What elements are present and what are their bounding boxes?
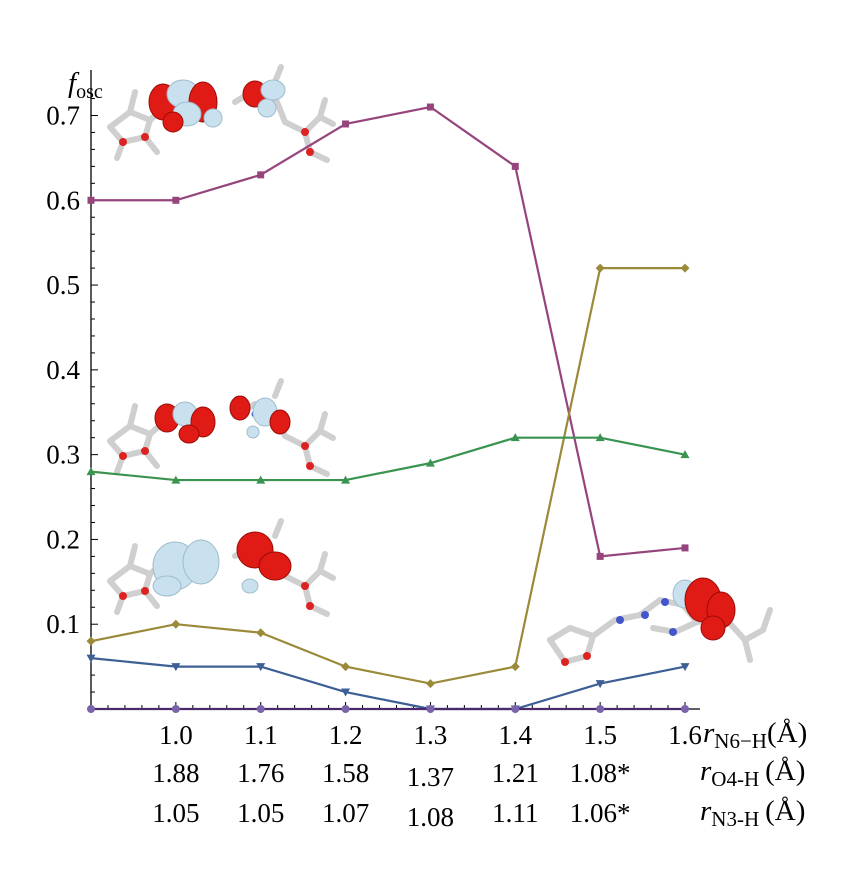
state-blue-point: [256, 663, 266, 672]
x-tick-label-n6h: 1.6: [668, 720, 702, 750]
x-tick-label-n6h: 1.5: [583, 720, 617, 750]
state-green-point: [256, 475, 266, 484]
x-tick-label-n6h: 1.0: [159, 720, 193, 750]
x-tick-label-n6h: 1.3: [414, 720, 448, 750]
state-baseline-point: [681, 705, 689, 713]
x-row-title: rN6−H(Å): [703, 717, 807, 753]
state-blue: [86, 654, 690, 714]
state-blue-point: [86, 654, 96, 663]
orbital-insets: [107, 64, 773, 666]
orbital-inset-lower: [107, 518, 336, 617]
x-tick-label-n3h: 1.05: [237, 798, 284, 828]
orbital-inset-right: [547, 577, 773, 666]
state-green-point: [595, 433, 605, 442]
y-tick-label: 0.2: [46, 524, 80, 554]
state-green: [86, 433, 690, 484]
x-tick-label-o4h: 1.08*: [570, 758, 631, 788]
orbital-inset-top: [107, 64, 336, 163]
state-purple: [87, 103, 689, 560]
state-blue-point: [595, 680, 605, 689]
axes: [90, 70, 700, 710]
state-purple-line: [91, 105, 686, 558]
state-green-point: [171, 475, 181, 484]
state-purple-point: [172, 196, 180, 204]
state-baseline: [87, 705, 689, 713]
series-layer: [86, 103, 690, 714]
x-tick-label-o4h: 1.21: [492, 758, 539, 788]
state-purple-point: [681, 544, 689, 552]
state-blue-line: [90, 657, 686, 711]
orbital-inset-middle: [107, 378, 336, 477]
y-tick-label: 0.3: [46, 440, 80, 470]
state-baseline-point: [511, 705, 520, 713]
x-tick-label-o4h: 1.37: [407, 762, 454, 792]
state-purple-point: [87, 196, 95, 204]
state-baseline-point: [596, 705, 605, 713]
state-purple-point: [257, 171, 265, 179]
state-purple-point: [426, 103, 434, 111]
state-olive-line: [90, 267, 685, 685]
state-blue-point: [171, 663, 181, 672]
x-tick-label-n3h: 1.08: [407, 802, 454, 832]
state-green-point: [680, 450, 690, 459]
state-olive-point: [595, 263, 605, 273]
state-blue-point: [341, 688, 351, 697]
state-green-point: [425, 458, 435, 467]
x-tick-label-n3h: 1.05: [152, 798, 199, 828]
state-olive-point: [341, 662, 351, 672]
y-axis-title: fosc: [68, 67, 103, 103]
x-tick-label-n6h: 1.4: [498, 720, 532, 750]
state-olive-point: [510, 662, 520, 672]
y-tick-label: 0.5: [46, 270, 80, 300]
state-olive-point: [680, 263, 690, 273]
state-purple-point: [511, 162, 519, 170]
y-tick-label: 0.4: [46, 355, 80, 385]
x-tick-label-o4h: 1.58: [322, 758, 369, 788]
y-tick-label: 0.6: [46, 185, 80, 215]
state-olive-point: [86, 636, 96, 646]
x-row-title: rN3-H (Å): [700, 795, 805, 831]
state-green-point: [86, 467, 96, 476]
y-tick-label: 0.1: [46, 609, 80, 639]
x-tick-label-n3h: 1.11: [492, 798, 538, 828]
state-purple-point: [596, 552, 604, 560]
state-blue-point: [680, 663, 690, 672]
x-tick-label-n3h: 1.07: [322, 798, 369, 828]
state-baseline-point: [426, 705, 435, 713]
state-green-line: [90, 436, 686, 482]
x-tick-label-n6h: 1.2: [329, 720, 363, 750]
x-row-title: rO4-H (Å): [700, 755, 805, 791]
y-tick-label: 0.7: [46, 101, 80, 131]
x-tick-label-o4h: 1.76: [237, 758, 284, 788]
state-baseline-point: [341, 705, 350, 713]
state-green-point: [341, 475, 351, 484]
state-olive: [86, 263, 690, 689]
state-baseline-point: [171, 705, 180, 713]
x-tick-label-n3h: 1.06*: [570, 798, 631, 828]
x-tick-label-o4h: 1.88: [152, 758, 199, 788]
state-olive-point: [171, 619, 181, 629]
state-baseline-point: [256, 705, 265, 713]
state-olive-point: [256, 628, 266, 638]
state-purple-point: [342, 120, 350, 128]
state-olive-point: [425, 679, 435, 689]
state-green-point: [510, 433, 520, 442]
state-baseline-point: [87, 705, 95, 713]
x-tick-label-n6h: 1.1: [244, 720, 278, 750]
